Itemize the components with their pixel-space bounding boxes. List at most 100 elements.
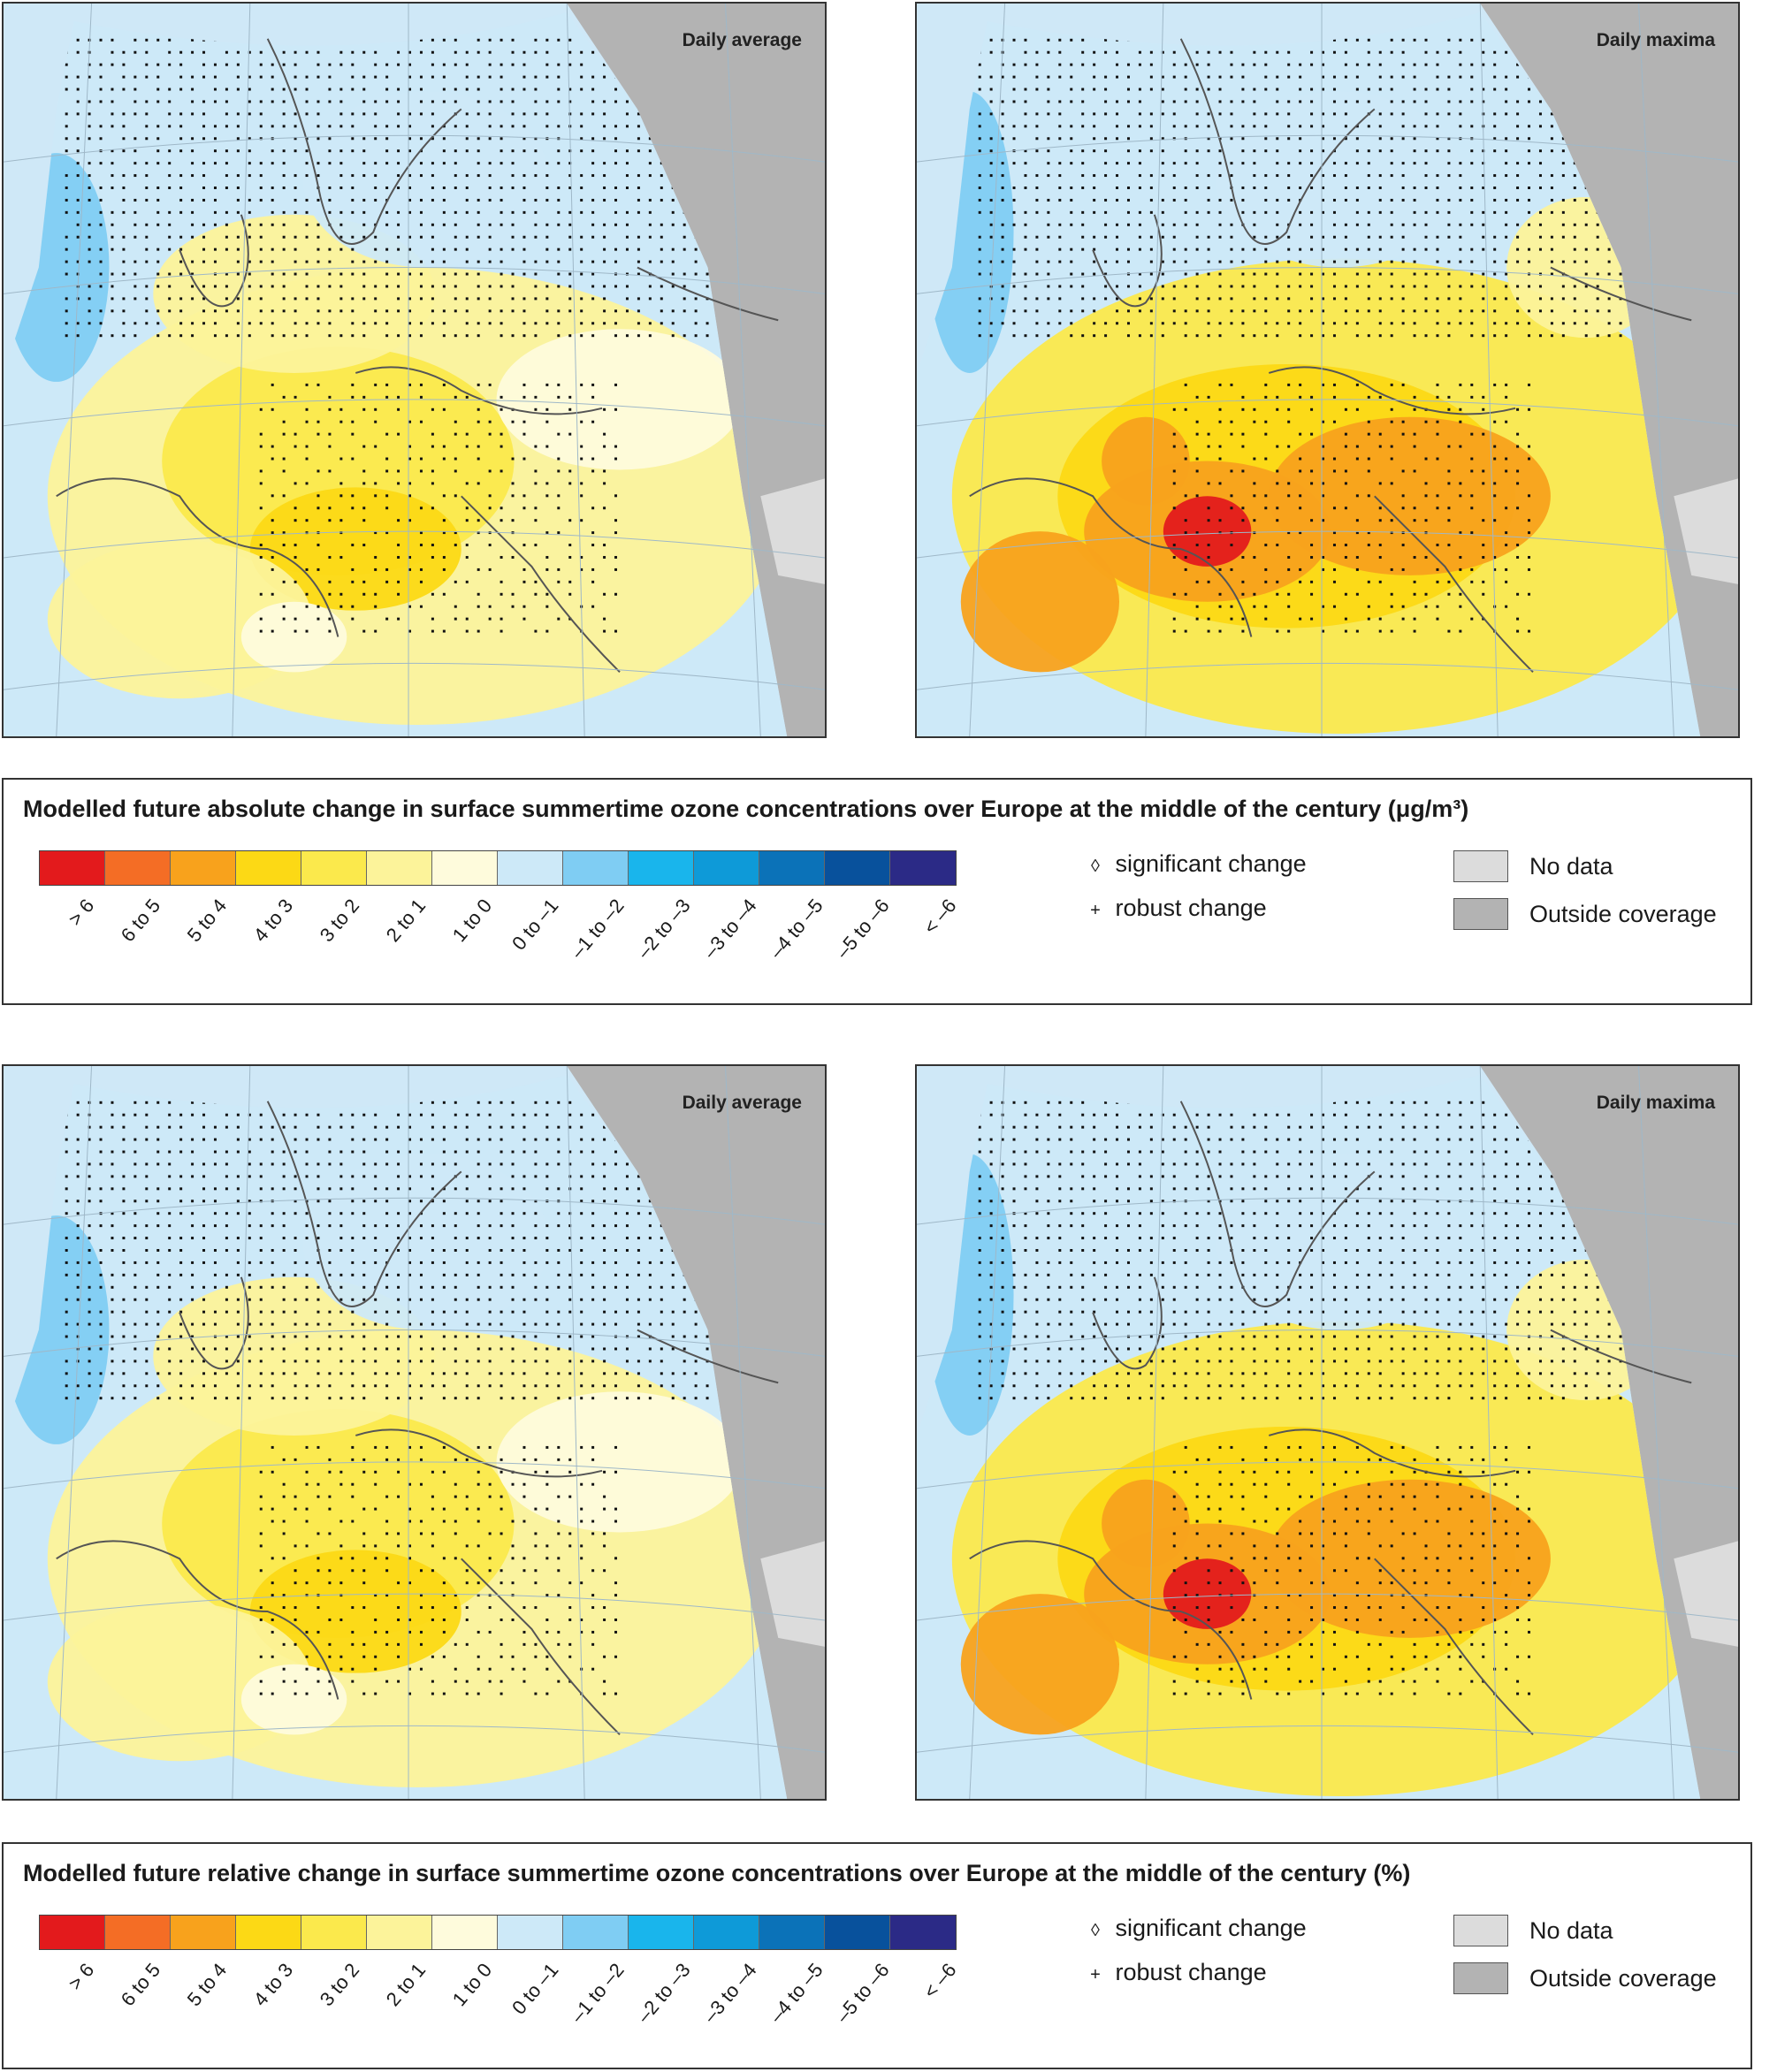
symbol-mark xyxy=(1573,198,1576,202)
symbol-mark xyxy=(1322,63,1325,66)
symbol-mark xyxy=(1310,162,1314,165)
symbol-mark xyxy=(1436,580,1439,583)
symbol-mark xyxy=(694,309,698,313)
symbol-mark xyxy=(591,198,595,202)
symbol-mark xyxy=(1516,187,1520,189)
symbol-mark xyxy=(477,272,480,276)
symbol-mark xyxy=(408,1384,412,1388)
symbol-mark xyxy=(1161,198,1164,202)
symbol-mark xyxy=(305,568,309,571)
symbol-mark xyxy=(1459,285,1462,288)
symbol-mark xyxy=(1390,174,1393,178)
symbol-mark xyxy=(1332,457,1336,461)
symbol-mark xyxy=(534,112,538,116)
symbol-mark xyxy=(545,322,549,325)
symbol-mark xyxy=(671,248,675,251)
symbol-mark xyxy=(111,1150,114,1154)
symbol-mark xyxy=(978,174,981,178)
symbol-mark xyxy=(511,112,515,116)
symbol-mark xyxy=(1436,322,1439,325)
symbol-mark xyxy=(511,50,515,54)
symbol-mark xyxy=(179,63,183,66)
symbol-mark xyxy=(351,125,355,128)
symbol-mark xyxy=(99,1162,103,1166)
symbol-mark xyxy=(534,1655,538,1658)
symbol-mark xyxy=(248,1261,251,1264)
symbol-mark xyxy=(500,309,503,313)
symbol-mark xyxy=(1047,137,1050,141)
symbol-mark xyxy=(1538,272,1542,276)
symbol-mark xyxy=(1413,617,1416,621)
symbol-mark xyxy=(454,1162,457,1166)
symbol-mark xyxy=(442,555,446,559)
symbol-mark xyxy=(179,1125,183,1129)
symbol-mark xyxy=(213,1212,217,1215)
symbol-mark xyxy=(1184,100,1187,103)
symbol-mark xyxy=(545,1347,549,1351)
symbol-mark xyxy=(65,63,68,66)
symbol-mark xyxy=(1355,223,1359,226)
symbol-mark xyxy=(1276,198,1279,202)
symbol-mark xyxy=(1241,187,1245,189)
symbol-mark xyxy=(76,272,80,276)
symbol-mark xyxy=(1035,63,1039,66)
symbol-mark xyxy=(705,1335,709,1338)
symbol-mark xyxy=(431,1113,434,1116)
symbol-mark xyxy=(225,1310,228,1314)
symbol-mark xyxy=(1413,63,1416,66)
symbol-mark xyxy=(1493,137,1497,141)
symbol-mark xyxy=(397,1224,400,1228)
symbol-mark xyxy=(362,445,366,448)
symbol-mark xyxy=(534,50,538,54)
symbol-mark xyxy=(76,162,80,165)
symbol-mark xyxy=(271,568,274,571)
symbol-mark xyxy=(317,1532,320,1535)
symbol-mark xyxy=(1081,112,1085,116)
symbol-mark xyxy=(1424,174,1428,178)
symbol-mark xyxy=(989,223,993,226)
symbol-mark xyxy=(385,507,389,510)
symbol-mark xyxy=(671,309,675,313)
symbol-mark xyxy=(431,1569,434,1573)
symbol-mark xyxy=(660,223,663,226)
symbol-mark xyxy=(580,1397,583,1400)
symbol-mark xyxy=(1528,137,1531,141)
symbol-mark xyxy=(351,568,355,571)
symbol-mark xyxy=(465,1507,469,1511)
symbol-mark xyxy=(282,1162,286,1166)
symbol-mark xyxy=(1413,260,1416,263)
symbol-mark xyxy=(1344,285,1347,288)
symbol-mark xyxy=(1104,260,1108,263)
symbol-mark xyxy=(156,1125,160,1129)
symbol-mark xyxy=(500,100,503,103)
symbol-mark xyxy=(625,223,629,226)
symbol-mark xyxy=(191,223,194,226)
symbol-mark xyxy=(1332,297,1336,301)
symbol-mark xyxy=(591,1200,595,1203)
symbol-mark xyxy=(248,75,251,79)
symbol-mark xyxy=(614,137,618,141)
symbol-mark xyxy=(213,1322,217,1326)
symbol-mark xyxy=(465,1618,469,1621)
symbol-mark xyxy=(225,187,228,189)
symbol-mark xyxy=(1230,100,1233,103)
symbol-mark xyxy=(522,1200,526,1203)
symbol-mark xyxy=(1104,149,1108,153)
symbol-mark xyxy=(1401,112,1405,116)
symbol-mark xyxy=(133,149,137,153)
symbol-mark xyxy=(385,1162,389,1166)
symbol-mark xyxy=(374,1655,378,1658)
symbol-mark xyxy=(1218,519,1222,522)
symbol-mark xyxy=(374,297,378,301)
symbol-mark xyxy=(179,174,183,178)
symbol-mark xyxy=(545,50,549,54)
symbol-mark xyxy=(305,112,309,116)
symbol-mark xyxy=(442,1273,446,1276)
symbol-mark xyxy=(236,1298,240,1301)
symbol-mark xyxy=(1184,555,1187,559)
symbol-mark xyxy=(1081,88,1085,91)
symbol-mark xyxy=(545,1557,549,1560)
symbol-mark xyxy=(65,272,68,276)
symbol-mark xyxy=(454,1532,457,1535)
symbol-mark xyxy=(374,75,378,79)
